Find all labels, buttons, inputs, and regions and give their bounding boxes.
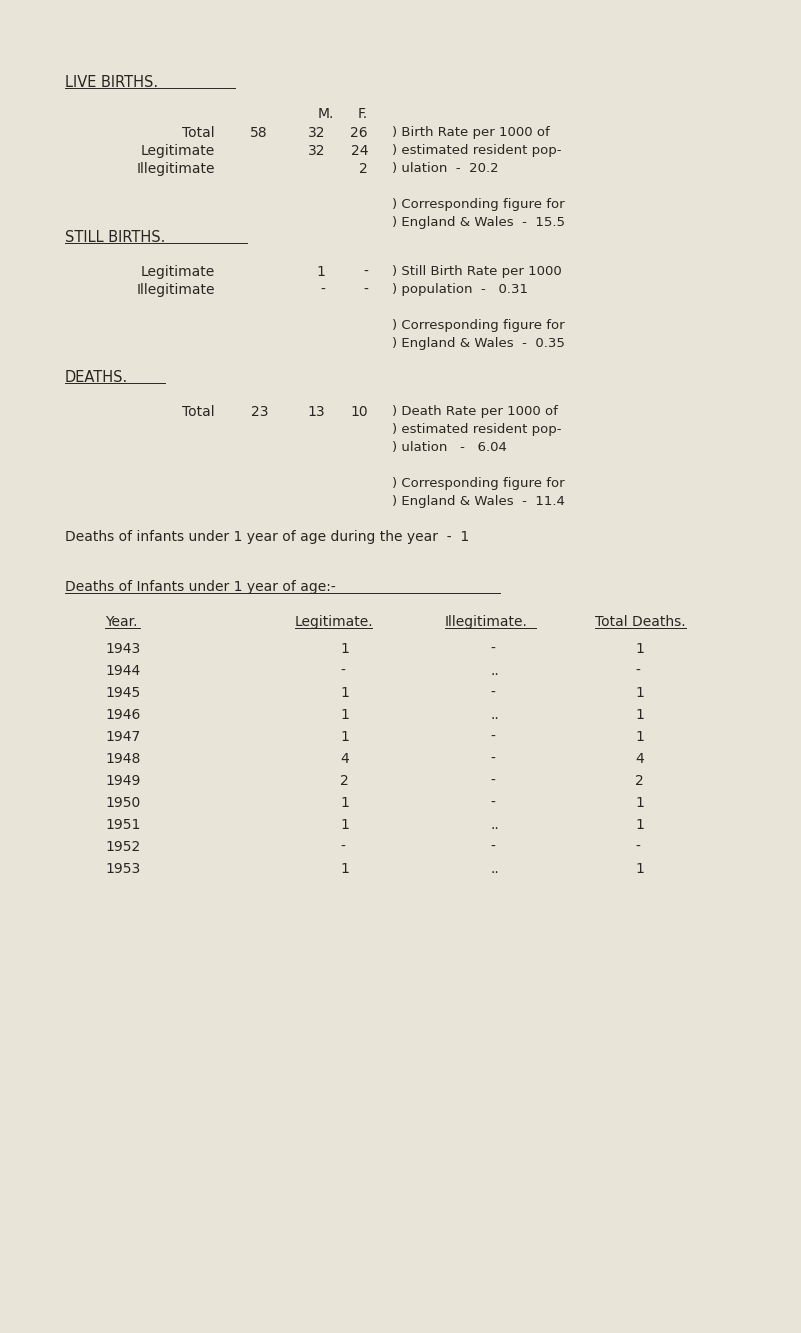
Text: Legitimate: Legitimate xyxy=(141,265,215,279)
Text: 2: 2 xyxy=(340,774,348,788)
Text: 1953: 1953 xyxy=(105,862,140,876)
Text: 1: 1 xyxy=(635,796,644,810)
Text: -: - xyxy=(490,730,495,744)
Text: -: - xyxy=(490,643,495,656)
Text: 1: 1 xyxy=(635,862,644,876)
Text: 1: 1 xyxy=(316,265,325,279)
Text: 32: 32 xyxy=(308,144,325,159)
Text: 1950: 1950 xyxy=(105,796,140,810)
Text: -: - xyxy=(490,752,495,766)
Text: 1: 1 xyxy=(340,818,349,832)
Text: 1952: 1952 xyxy=(105,840,140,854)
Text: 1: 1 xyxy=(635,708,644,722)
Text: 1: 1 xyxy=(340,730,349,744)
Text: 1948: 1948 xyxy=(105,752,140,766)
Text: ) estimated resident pop-: ) estimated resident pop- xyxy=(392,144,562,157)
Text: ) ulation   -   6.04: ) ulation - 6.04 xyxy=(392,441,507,455)
Text: Year.: Year. xyxy=(105,615,138,629)
Text: -: - xyxy=(490,774,495,788)
Text: Illegitimate: Illegitimate xyxy=(136,163,215,176)
Text: 4: 4 xyxy=(340,752,348,766)
Text: 58: 58 xyxy=(251,127,268,140)
Text: DEATHS.: DEATHS. xyxy=(65,371,128,385)
Text: 1943: 1943 xyxy=(105,643,140,656)
Text: -: - xyxy=(490,796,495,810)
Text: 10: 10 xyxy=(350,405,368,419)
Text: 26: 26 xyxy=(350,127,368,140)
Text: 1944: 1944 xyxy=(105,664,140,678)
Text: ) population  -   0.31: ) population - 0.31 xyxy=(392,283,528,296)
Text: ) ulation  -  20.2: ) ulation - 20.2 xyxy=(392,163,499,175)
Text: ) England & Wales  -  15.5: ) England & Wales - 15.5 xyxy=(392,216,565,229)
Text: -: - xyxy=(490,686,495,700)
Text: Total Deaths.: Total Deaths. xyxy=(595,615,686,629)
Text: 1: 1 xyxy=(340,643,349,656)
Text: -: - xyxy=(635,664,640,678)
Text: Legitimate.: Legitimate. xyxy=(295,615,373,629)
Text: ) Death Rate per 1000 of: ) Death Rate per 1000 of xyxy=(392,405,557,419)
Text: -: - xyxy=(490,840,495,854)
Text: 1: 1 xyxy=(635,730,644,744)
Text: 1946: 1946 xyxy=(105,708,140,722)
Text: STILL BIRTHS.: STILL BIRTHS. xyxy=(65,231,165,245)
Text: 23: 23 xyxy=(251,405,268,419)
Text: Total: Total xyxy=(183,127,215,140)
Text: F.: F. xyxy=(358,107,368,121)
Text: 32: 32 xyxy=(308,127,325,140)
Text: 24: 24 xyxy=(351,144,368,159)
Text: 1949: 1949 xyxy=(105,774,140,788)
Text: ) Corresponding figure for: ) Corresponding figure for xyxy=(392,319,565,332)
Text: ) Still Birth Rate per 1000: ) Still Birth Rate per 1000 xyxy=(392,265,562,279)
Text: ) England & Wales  -  0.35: ) England & Wales - 0.35 xyxy=(392,337,565,351)
Text: -: - xyxy=(363,283,368,297)
Text: ) England & Wales  -  11.4: ) England & Wales - 11.4 xyxy=(392,495,565,508)
Text: 1945: 1945 xyxy=(105,686,140,700)
Text: -: - xyxy=(320,283,325,297)
Text: ..: .. xyxy=(490,818,499,832)
Text: Illegitimate: Illegitimate xyxy=(136,283,215,297)
Text: 1951: 1951 xyxy=(105,818,140,832)
Text: 1: 1 xyxy=(340,862,349,876)
Text: Deaths of infants under 1 year of age during the year  -  1: Deaths of infants under 1 year of age du… xyxy=(65,531,469,544)
Text: Illegitimate.: Illegitimate. xyxy=(445,615,528,629)
Text: Total: Total xyxy=(183,405,215,419)
Text: ) Corresponding figure for: ) Corresponding figure for xyxy=(392,199,565,211)
Text: 4: 4 xyxy=(635,752,644,766)
Text: -: - xyxy=(635,840,640,854)
Text: ..: .. xyxy=(490,862,499,876)
Text: -: - xyxy=(340,664,345,678)
Text: 2: 2 xyxy=(635,774,644,788)
Text: 1: 1 xyxy=(340,708,349,722)
Text: -: - xyxy=(363,265,368,279)
Text: 1947: 1947 xyxy=(105,730,140,744)
Text: ..: .. xyxy=(490,708,499,722)
Text: Deaths of Infants under 1 year of age:-: Deaths of Infants under 1 year of age:- xyxy=(65,580,336,595)
Text: 2: 2 xyxy=(360,163,368,176)
Text: 13: 13 xyxy=(308,405,325,419)
Text: 1: 1 xyxy=(635,643,644,656)
Text: 1: 1 xyxy=(340,796,349,810)
Text: LIVE BIRTHS.: LIVE BIRTHS. xyxy=(65,75,158,91)
Text: 1: 1 xyxy=(635,686,644,700)
Text: 1: 1 xyxy=(340,686,349,700)
Text: ..: .. xyxy=(490,664,499,678)
Text: -: - xyxy=(340,840,345,854)
Text: ) estimated resident pop-: ) estimated resident pop- xyxy=(392,423,562,436)
Text: ) Corresponding figure for: ) Corresponding figure for xyxy=(392,477,565,491)
Text: Legitimate: Legitimate xyxy=(141,144,215,159)
Text: 1: 1 xyxy=(635,818,644,832)
Text: M.: M. xyxy=(318,107,334,121)
Text: ) Birth Rate per 1000 of: ) Birth Rate per 1000 of xyxy=(392,127,549,139)
